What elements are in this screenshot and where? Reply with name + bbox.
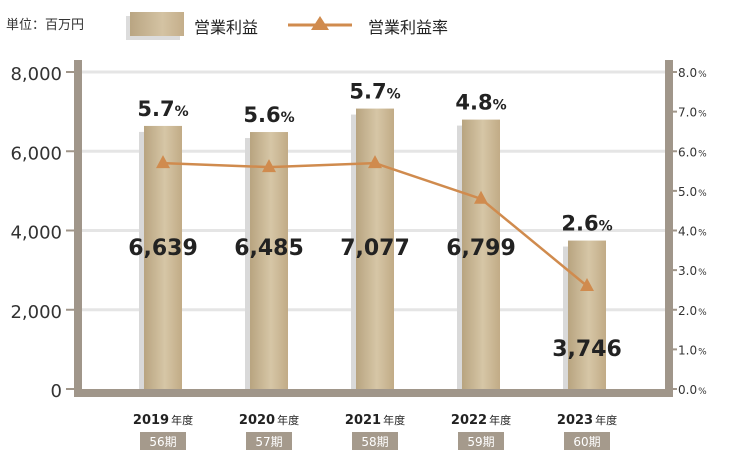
line-value-suffix: % [493, 98, 507, 114]
y-right-tick-value: 4.0 [678, 225, 697, 239]
bar-value-label: 3,746 [552, 337, 622, 362]
line-value-suffix: % [599, 219, 613, 235]
y-right-tick-suffix: % [698, 229, 707, 239]
y-right-tick-suffix: % [698, 387, 707, 397]
y-left-tick-label: 2,000 [10, 302, 62, 323]
line-marker [156, 155, 170, 169]
line-value-number: 2.6 [561, 212, 598, 236]
y-right-tick-label: 5.0% [678, 185, 707, 199]
legend-line-swatch [288, 16, 352, 30]
y-right-tick-value: 8.0 [678, 66, 697, 80]
line-value-label: 5.7% [137, 97, 188, 121]
x-category-suffix: 年度 [595, 413, 617, 427]
period-badge-label: 59期 [467, 435, 494, 449]
y-axis-right [665, 60, 673, 389]
y-right-tick-label: 3.0% [678, 264, 707, 278]
x-category-year: 2023 [557, 413, 593, 428]
line-value-label: 2.6% [561, 212, 612, 236]
y-right-tick-value: 0.0 [678, 383, 697, 397]
y-right-tick-label: 8.0% [678, 66, 707, 80]
y-right-tick-suffix: % [698, 347, 707, 357]
y-right-tick-suffix: % [698, 149, 707, 159]
y-right-tick-value: 2.0 [678, 304, 697, 318]
y-left-tick-label: 6,000 [10, 143, 62, 164]
legend-line-label: 営業利益率 [368, 18, 449, 37]
period-badge-label: 56期 [149, 435, 176, 449]
y-left-tick-label: 8,000 [10, 64, 62, 85]
bar-value-label: 7,077 [340, 236, 410, 261]
legend-bar-swatch [130, 12, 184, 36]
x-category-year: 2021 [345, 413, 381, 428]
bar [250, 132, 288, 390]
line-value-suffix: % [387, 87, 401, 103]
period-badge-label: 58期 [361, 435, 388, 449]
y-right-tick-label: 4.0% [678, 225, 707, 239]
y-right-tick-label: 2.0% [678, 304, 707, 318]
line-value-suffix: % [281, 110, 295, 126]
period-badge [140, 432, 186, 450]
period-badge-label: 57期 [255, 435, 282, 449]
y-right-tick-value: 5.0 [678, 185, 697, 199]
y-right-tick-label: 6.0% [678, 145, 707, 159]
x-category-year: 2020 [239, 413, 275, 428]
x-axis-baseline [74, 389, 673, 397]
x-category-label: 2021 年度 [345, 413, 405, 428]
y-right-tick-label: 0.0% [678, 383, 707, 397]
y-left-tick-label: 4,000 [10, 223, 62, 244]
line-value-number: 5.7 [349, 80, 386, 104]
period-badge [458, 432, 504, 450]
legend-bar-label: 営業利益 [194, 18, 259, 37]
y-right-tick-value: 3.0 [678, 264, 697, 278]
bar-value-label: 6,799 [446, 236, 516, 261]
line-value-number: 5.7 [137, 97, 174, 121]
bar [144, 125, 182, 389]
legend-item-line: 営業利益率 [288, 10, 448, 40]
y-right-tick-suffix: % [698, 110, 707, 120]
y-right-tick-value: 6.0 [678, 145, 697, 159]
y-left-tick-label: 0 [51, 381, 62, 402]
line-value-number: 5.6 [243, 103, 280, 127]
y-axis-left [74, 60, 82, 389]
x-category-year: 2019 [133, 413, 169, 428]
line-value-suffix: % [175, 104, 189, 120]
x-category-suffix: 年度 [277, 413, 299, 427]
bar-value-label: 6,485 [234, 236, 304, 261]
y-right-tick-suffix: % [698, 189, 707, 199]
bar-value-label: 6,639 [128, 236, 198, 261]
period-badge [564, 432, 610, 450]
period-badge-label: 60期 [573, 435, 600, 449]
x-category-suffix: 年度 [171, 413, 193, 427]
line-value-label: 4.8% [455, 91, 506, 115]
line-marker [474, 190, 488, 204]
bar [568, 240, 606, 389]
period-badge [246, 432, 292, 450]
x-category-suffix: 年度 [489, 413, 511, 427]
x-category-year: 2022 [451, 413, 487, 428]
y-right-tick-value: 7.0 [678, 106, 697, 120]
x-category-label: 2022 年度 [451, 413, 511, 428]
line-marker [368, 155, 382, 169]
x-category-label: 2019 年度 [133, 413, 193, 428]
y-right-tick-label: 1.0% [678, 343, 707, 357]
line-value-label: 5.7% [349, 80, 400, 104]
unit-label: 単位：百万円 [6, 18, 85, 33]
line-marker [262, 159, 276, 173]
line-value-label: 5.6% [243, 103, 294, 127]
y-right-tick-suffix: % [698, 268, 707, 278]
y-right-tick-value: 1.0 [678, 343, 697, 357]
x-category-label: 2020 年度 [239, 413, 299, 428]
y-right-tick-suffix: % [698, 70, 707, 80]
line-value-number: 4.8 [455, 91, 492, 115]
y-right-tick-suffix: % [698, 308, 707, 318]
y-right-tick-label: 7.0% [678, 106, 707, 120]
x-category-suffix: 年度 [383, 413, 405, 427]
line-marker [580, 277, 594, 291]
period-badge [352, 432, 398, 450]
x-category-label: 2023 年度 [557, 413, 617, 428]
bar [462, 119, 500, 389]
